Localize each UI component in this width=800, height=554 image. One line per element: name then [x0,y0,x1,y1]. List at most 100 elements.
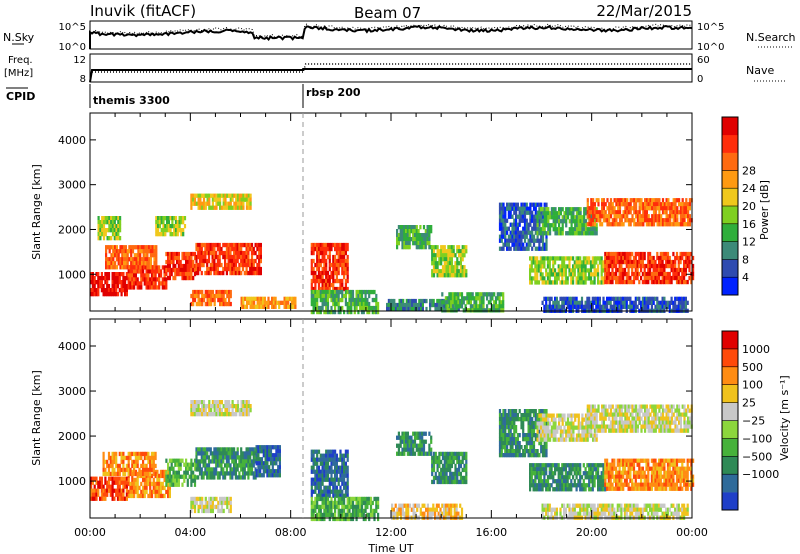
heatmap-cell [652,279,655,285]
heatmap-cell [504,222,507,227]
heatmap-cell [133,269,136,274]
heatmap-cell [531,226,534,231]
heatmap-cell [174,462,177,467]
heatmap-cell [665,202,668,207]
heatmap-cell [213,451,216,456]
heatmap-cell [598,260,601,265]
heatmap-cell [675,275,679,281]
heatmap-cell [450,304,453,309]
heatmap-cell [450,253,453,258]
heatmap-cell [211,496,214,502]
heatmap-cell [174,267,177,273]
heatmap-cell [529,222,532,227]
heatmap-cell [312,278,315,284]
heatmap-cell [107,467,111,473]
heatmap-cell [332,449,335,454]
heatmap-cell [600,304,603,309]
heatmap-cell [674,300,677,305]
heatmap-cell [547,223,550,228]
heatmap-cell [423,298,426,304]
heatmap-cell [609,206,613,211]
heatmap-cell [426,225,429,230]
heatmap-cell [455,304,458,309]
heatmap-cell [228,193,231,198]
heatmap-cell [478,304,481,309]
heatmap-cell [228,408,231,413]
heatmap-cell [259,266,262,272]
heatmap-cell [197,301,200,307]
heatmap-cell [152,477,155,483]
heatmap-cell [124,480,127,485]
heatmap-cell [126,249,129,254]
heatmap-cell [215,266,218,272]
heatmap-cell [328,286,331,292]
heatmap-cell [164,224,167,229]
heatmap-cell [258,270,261,276]
heatmap-cell [613,275,616,281]
heatmap-cell [321,469,324,474]
heatmap-cell [211,250,214,256]
heatmap-cell [312,489,315,494]
heatmap-cell [607,296,610,301]
heatmap-cell [250,258,254,264]
heatmap-cell [190,251,193,257]
heatmap-cell [328,481,331,486]
heatmap-cell [548,256,551,261]
heatmap-cell [197,242,200,248]
heatmap-cell [339,477,342,482]
heatmap-cell [179,458,182,463]
heatmap-cell [117,249,120,254]
heatmap-cell [181,251,184,257]
heatmap-cell [591,280,594,285]
heatmap-cell [317,293,321,299]
heatmap-cell [115,276,118,281]
heatmap-cell [482,300,485,305]
heatmap-cell [321,477,324,482]
heatmap-cell [133,467,136,473]
heatmap-cell [262,449,265,454]
heatmap-cell [93,484,96,489]
heatmap-cell [414,298,417,304]
heatmap-cell [426,237,429,242]
heatmap-cell [515,234,518,239]
heatmap-cell [458,269,461,274]
heatmap-cell [386,302,389,308]
heatmap-cell [656,198,659,203]
heatmap-cell [540,219,543,224]
heatmap-cell [106,261,109,266]
heatmap-cell [629,218,632,223]
heatmap-cell [638,214,641,219]
heatmap-cell [579,272,582,277]
heatmap-cell [540,231,543,236]
heatmap-cell [97,284,100,289]
heatmap-cell [238,412,241,417]
heatmap-cell [102,276,105,281]
heatmap-cell [206,266,209,272]
heatmap-cell [604,275,607,281]
heatmap-cell [325,242,328,248]
heatmap-cell [459,269,462,274]
heatmap-cell [656,279,659,285]
heatmap-cell [534,230,537,235]
heatmap-cell [586,202,589,207]
heatmap-cell [138,455,141,461]
heatmap-cell [577,211,580,216]
heatmap-cell [658,275,661,281]
heatmap-cell [224,301,227,307]
heatmap-cell [647,275,650,281]
heatmap-cell [335,485,338,490]
heatmap-cell [179,271,182,277]
heatmap-cell [635,198,638,203]
heatmap-cell [219,193,222,198]
heatmap-cell [339,286,342,292]
heatmap-cell [360,293,364,299]
heatmap-cell [579,280,582,285]
heatmap-cell [104,220,107,225]
heatmap-cell [312,270,315,276]
heatmap-cell [332,457,335,462]
heatmap-cell [151,253,154,258]
heatmap-cell [325,262,328,268]
heatmap-cell [216,451,219,456]
heatmap-cell [247,400,250,405]
heatmap-cell [115,471,118,477]
